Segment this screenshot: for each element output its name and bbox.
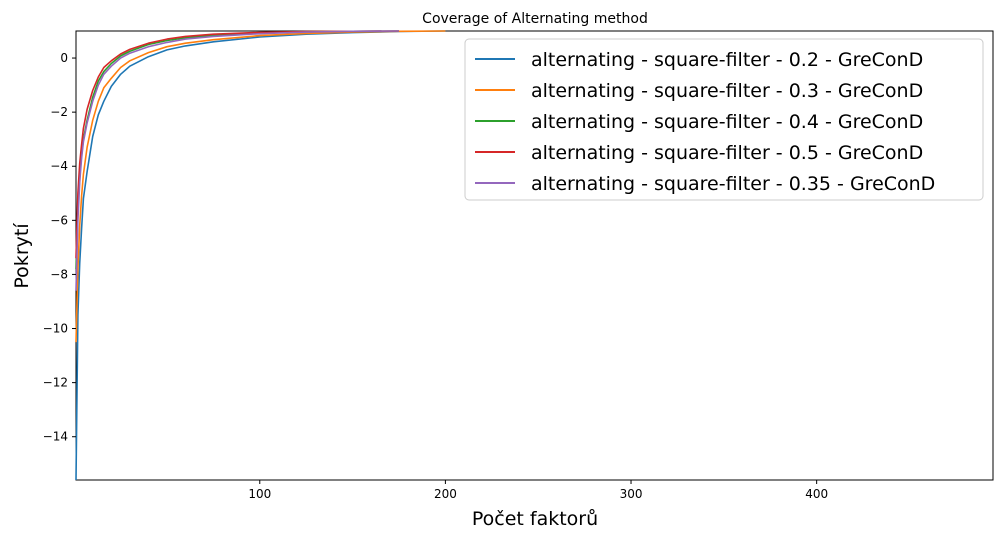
- legend-label-1: alternating - square-filter - 0.3 - GreC…: [531, 80, 923, 102]
- y-tick-label-4: −8: [50, 267, 68, 281]
- series-line-3: [75, 30, 400, 259]
- legend: alternating - square-filter - 0.2 - GreC…: [464, 38, 984, 201]
- plot-area: 100 200 300 400 0 −2 −4 −6 −8 −10 −12 −14: [43, 30, 994, 501]
- x-axis-label: Počet faktorů: [472, 508, 598, 530]
- legend-frame: [464, 38, 984, 201]
- legend-label-0: alternating - square-filter - 0.2 - GreC…: [531, 49, 923, 71]
- x-axis-ticks: 100 200 300 400: [248, 480, 828, 501]
- y-tick-label-7: −14: [43, 430, 68, 444]
- y-tick-label-2: −4: [50, 159, 68, 173]
- y-tick-label-5: −10: [43, 322, 68, 336]
- legend-label-3: alternating - square-filter - 0.5 - GreC…: [531, 142, 923, 164]
- chart-title: Coverage of Alternating method: [422, 11, 648, 27]
- series-line-1: [75, 30, 446, 343]
- x-tick-label-1: 200: [434, 487, 457, 501]
- y-axis-ticks: 0 −2 −4 −6 −8 −10 −12 −14: [43, 51, 76, 444]
- x-tick-label-2: 300: [620, 487, 643, 501]
- y-tick-label-0: 0: [60, 51, 68, 65]
- series-line-4: [75, 30, 400, 291]
- series-lines: [75, 30, 446, 481]
- series-line-2: [75, 30, 400, 270]
- legend-label-2: alternating - square-filter - 0.4 - GreC…: [531, 111, 923, 133]
- y-axis-label: Pokrytí: [11, 223, 33, 289]
- x-tick-label-3: 400: [805, 487, 828, 501]
- y-tick-label-1: −2: [50, 105, 68, 119]
- y-tick-label-3: −6: [50, 213, 68, 227]
- x-tick-label-0: 100: [248, 487, 271, 501]
- series-line-0: [75, 30, 446, 481]
- y-tick-label-6: −12: [43, 376, 68, 390]
- legend-label-4: alternating - square-filter - 0.35 - Gre…: [531, 173, 935, 195]
